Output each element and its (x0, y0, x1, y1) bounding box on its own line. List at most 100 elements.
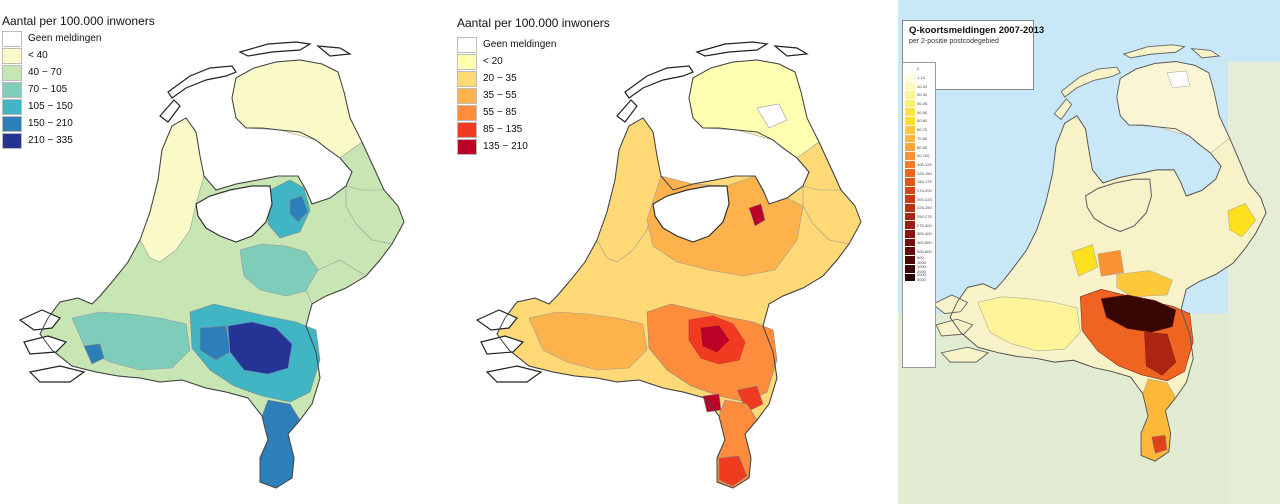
region-center-orange (1097, 249, 1125, 277)
region-east-yellow (1227, 203, 1257, 238)
ramp-cell: 150-175 (905, 177, 933, 187)
ramp-cell: 20-30 (905, 91, 933, 100)
legend-swatch (457, 53, 477, 70)
ramp-label: 70-80 (917, 135, 928, 141)
legend-item: 35 − 55 (457, 87, 556, 104)
region-brabant-mid (199, 325, 231, 361)
region-south-dark (702, 393, 722, 413)
legend-swatch (2, 132, 22, 149)
region-limburg-red (1151, 434, 1168, 454)
region-north-white (1166, 70, 1191, 89)
ramp-label: 1000-2000 (917, 263, 928, 274)
ramp-label: 225-250 (917, 205, 932, 211)
netherlands-map-blue (19, 41, 405, 489)
ramp-cell: 90-100 (905, 151, 933, 161)
legend-item: 85 − 135 (457, 121, 556, 138)
ramp-cell: 60-70 (905, 125, 933, 135)
ramp-label: 1-10 (917, 75, 926, 81)
map-panel-orange: Aantal per 100.000 inwoners Geen melding… (445, 0, 895, 504)
legend-item: 150 − 210 (2, 115, 101, 132)
map-fill (39, 59, 405, 489)
ramp-cell: 70-80 (905, 134, 933, 144)
ramp-cell: 2000-3000 (905, 272, 933, 283)
region-brabant-red (1144, 331, 1177, 376)
legend-item: 210 − 335 (2, 132, 101, 149)
ramp-cell: 125-150 (905, 169, 933, 178)
legend-swatch (457, 36, 477, 53)
region-zeeland-spot (83, 343, 105, 365)
legend-swatch (457, 87, 477, 104)
ramp-label: 50-60 (917, 118, 928, 124)
region-limburg-hot (718, 455, 748, 487)
region-south-west (528, 311, 648, 371)
ramp-label: 30-40 (917, 101, 928, 107)
legend-swatch (2, 115, 22, 132)
legend-item: 105 − 150 (2, 98, 101, 115)
ramp-label: 125-150 (917, 170, 932, 176)
region-river (1116, 270, 1173, 298)
region-north-spot (756, 103, 788, 129)
ramp-cell: 600-1000 (905, 254, 933, 265)
legend-swatch (457, 121, 477, 138)
ramp-label: 100-125 (917, 161, 932, 167)
region-south-west (977, 296, 1081, 352)
ramp-label: 175-200 (917, 187, 932, 193)
legend-item: Geen meldingen (2, 30, 101, 47)
region-center-hot (748, 203, 766, 227)
legend-swatch (457, 104, 477, 121)
color-ramp: 0 1-10 10-20 20-30 30-40 40-50 50-60 60-70 70-80… (902, 62, 936, 368)
ramp-cell: 50-60 (905, 117, 933, 126)
ramp-label: 400-500 (917, 240, 932, 246)
legend-box: Q-koortsmeldingen 2007-2013 per 2-positi… (902, 20, 1045, 90)
ramp-label: 10-20 (917, 83, 928, 89)
region-brabant-core (700, 325, 730, 353)
ramp-cell: 1-10 (905, 73, 933, 83)
ramp-cell: 400-500 (905, 238, 933, 248)
ramp-label: 20-30 (917, 92, 928, 98)
ramp-label: 200-225 (917, 196, 932, 202)
ramp-cell: 225-250 (905, 204, 933, 213)
netherlands-map-heat (898, 44, 1280, 504)
ramp-label: 275-300 (917, 222, 932, 228)
map-title: Q-koortsmeldingen 2007-2013 (909, 25, 1045, 36)
ramp-cell: 100-125 (905, 160, 933, 170)
legend-swatch (2, 47, 22, 64)
region-center-yellow (1071, 244, 1098, 277)
ramp-cell: 80-90 (905, 143, 933, 152)
ramp-cell: 500-600 (905, 247, 933, 257)
ramp-cell: 40-50 (905, 108, 933, 118)
ramp-cell: 1000-2000 (905, 263, 933, 274)
region-brabant-dark (1100, 294, 1177, 333)
map-fill (496, 59, 862, 489)
netherlands-map-orange (476, 41, 862, 489)
ramp-cell: 10-20 (905, 82, 933, 92)
region-north (688, 59, 820, 159)
legend-item: Geen meldingen (457, 36, 556, 53)
ramp-cell: 275-300 (905, 221, 933, 231)
ramp-cell: 200-225 (905, 195, 933, 204)
legend-item: 20 − 35 (457, 70, 556, 87)
map-fill (949, 61, 1267, 462)
ramp-label: 60-70 (917, 127, 928, 133)
legend-item: 55 − 85 (457, 104, 556, 121)
region-flevo-dark (289, 195, 309, 223)
ramp-cell: 175-200 (905, 186, 933, 196)
legend-swatch (2, 98, 22, 115)
map-subtitle: per 2-positie postcodegebied (909, 38, 999, 45)
legend-item: 70 − 105 (2, 81, 101, 98)
land-east (1227, 61, 1280, 504)
legend-item: 135 − 210 (457, 138, 556, 155)
ramp-label: 80-90 (917, 144, 928, 150)
ramp-cell: 0 (905, 65, 933, 74)
legend: Geen meldingen < 20 20 − 35 35 − 55 55 −… (457, 36, 556, 155)
ramp-label: 150-175 (917, 179, 932, 185)
ramp-label: 2000-3000 (917, 272, 928, 283)
map-panel-heat: Q-koortsmeldingen 2007-2013 per 2-positi… (898, 0, 1280, 504)
ramp-label: 600-1000 (917, 254, 926, 265)
ramp-cell: 250-275 (905, 212, 933, 222)
region-brabant-hot (227, 321, 293, 375)
legend: Geen meldingen < 40 40 − 70 70 − 105 105… (2, 30, 101, 149)
legend-swatch (2, 81, 22, 98)
ramp-label: 500-600 (917, 248, 932, 254)
ramp-label: 0 (917, 66, 920, 72)
